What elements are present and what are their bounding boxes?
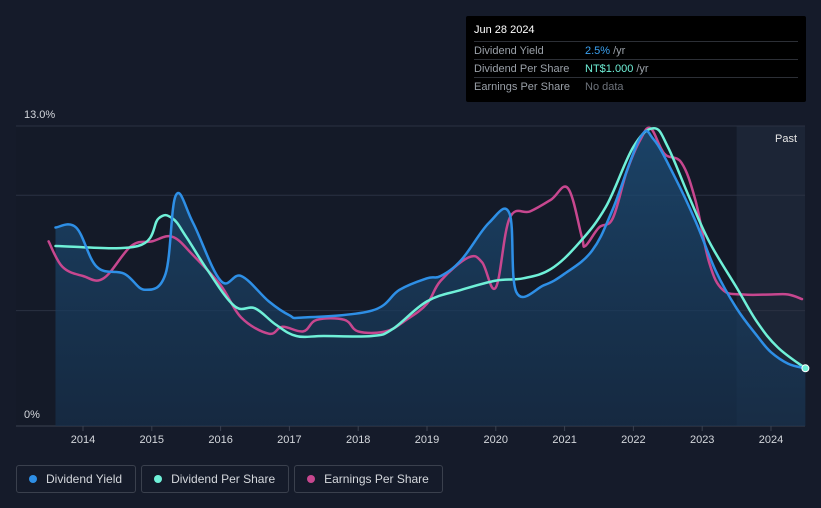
x-tick-label: 2023 bbox=[690, 434, 714, 446]
y-axis-min-label: 0% bbox=[24, 409, 40, 421]
x-tick-label: 2022 bbox=[621, 434, 645, 446]
tooltip-row-dividend-per-share: Dividend Per Share NT$1.000 /yr bbox=[474, 59, 798, 77]
series-line-dividend-yield bbox=[54, 129, 807, 370]
tooltip-unit: /yr bbox=[636, 62, 649, 75]
legend-dividend-per-share[interactable]: Dividend Per Share bbox=[141, 465, 290, 493]
tooltip-value: No data bbox=[585, 80, 624, 93]
x-tick-label: 2021 bbox=[552, 434, 576, 446]
tooltip-label: Dividend Yield bbox=[474, 44, 544, 57]
x-tick-label: 2016 bbox=[208, 434, 232, 446]
x-axis: 2014 2015 2016 2017 2018 2019 2020 2021 2022 2023… bbox=[71, 426, 783, 446]
current-value-marker bbox=[801, 364, 810, 373]
x-tick-label: 2024 bbox=[759, 434, 783, 446]
x-tick-label: 2014 bbox=[71, 434, 95, 446]
legend-label: Dividend Yield bbox=[46, 472, 123, 486]
tooltip-row-earnings-per-share: Earnings Per Share No data bbox=[474, 77, 798, 95]
y-axis-max-label: 13.0% bbox=[24, 109, 55, 121]
series-line-dividend-per-share bbox=[54, 127, 807, 370]
x-tick-label: 2017 bbox=[277, 434, 301, 446]
tooltip-row-dividend-yield: Dividend Yield 2.5% /yr bbox=[474, 41, 798, 59]
dividend-yield-dot-icon bbox=[29, 475, 37, 483]
dividend-per-share-dot-icon bbox=[154, 475, 163, 483]
x-tick-label: 2018 bbox=[346, 434, 370, 446]
x-tick-label: 2015 bbox=[140, 434, 164, 446]
tooltip-value: NT$1.000 bbox=[585, 62, 634, 75]
tooltip-label: Dividend Per Share bbox=[474, 62, 570, 75]
legend-label: Earnings Per Share bbox=[324, 472, 429, 486]
legend-earnings-per-share[interactable]: Earnings Per Share bbox=[294, 465, 443, 493]
tooltip-panel: Jun 28 2024 Dividend Yield 2.5% /yr Divi… bbox=[466, 16, 806, 102]
legend-dividend-yield[interactable]: Dividend Yield bbox=[16, 465, 137, 493]
chart-legend: Dividend Yield Dividend Per Share Earnin… bbox=[16, 465, 443, 493]
legend-label: Dividend Per Share bbox=[171, 472, 276, 486]
past-label: Past bbox=[775, 133, 797, 145]
x-tick-label: 2019 bbox=[415, 434, 439, 446]
tooltip-label: Earnings Per Share bbox=[474, 80, 570, 93]
x-tick-label: 2020 bbox=[484, 434, 508, 446]
series-line-earnings-per-share bbox=[47, 126, 804, 336]
tooltip-value: 2.5% bbox=[585, 44, 611, 57]
earnings-per-share-dot-icon bbox=[307, 475, 316, 483]
tooltip-unit: /yr bbox=[613, 44, 626, 57]
tooltip-date: Jun 28 2024 bbox=[474, 24, 535, 36]
